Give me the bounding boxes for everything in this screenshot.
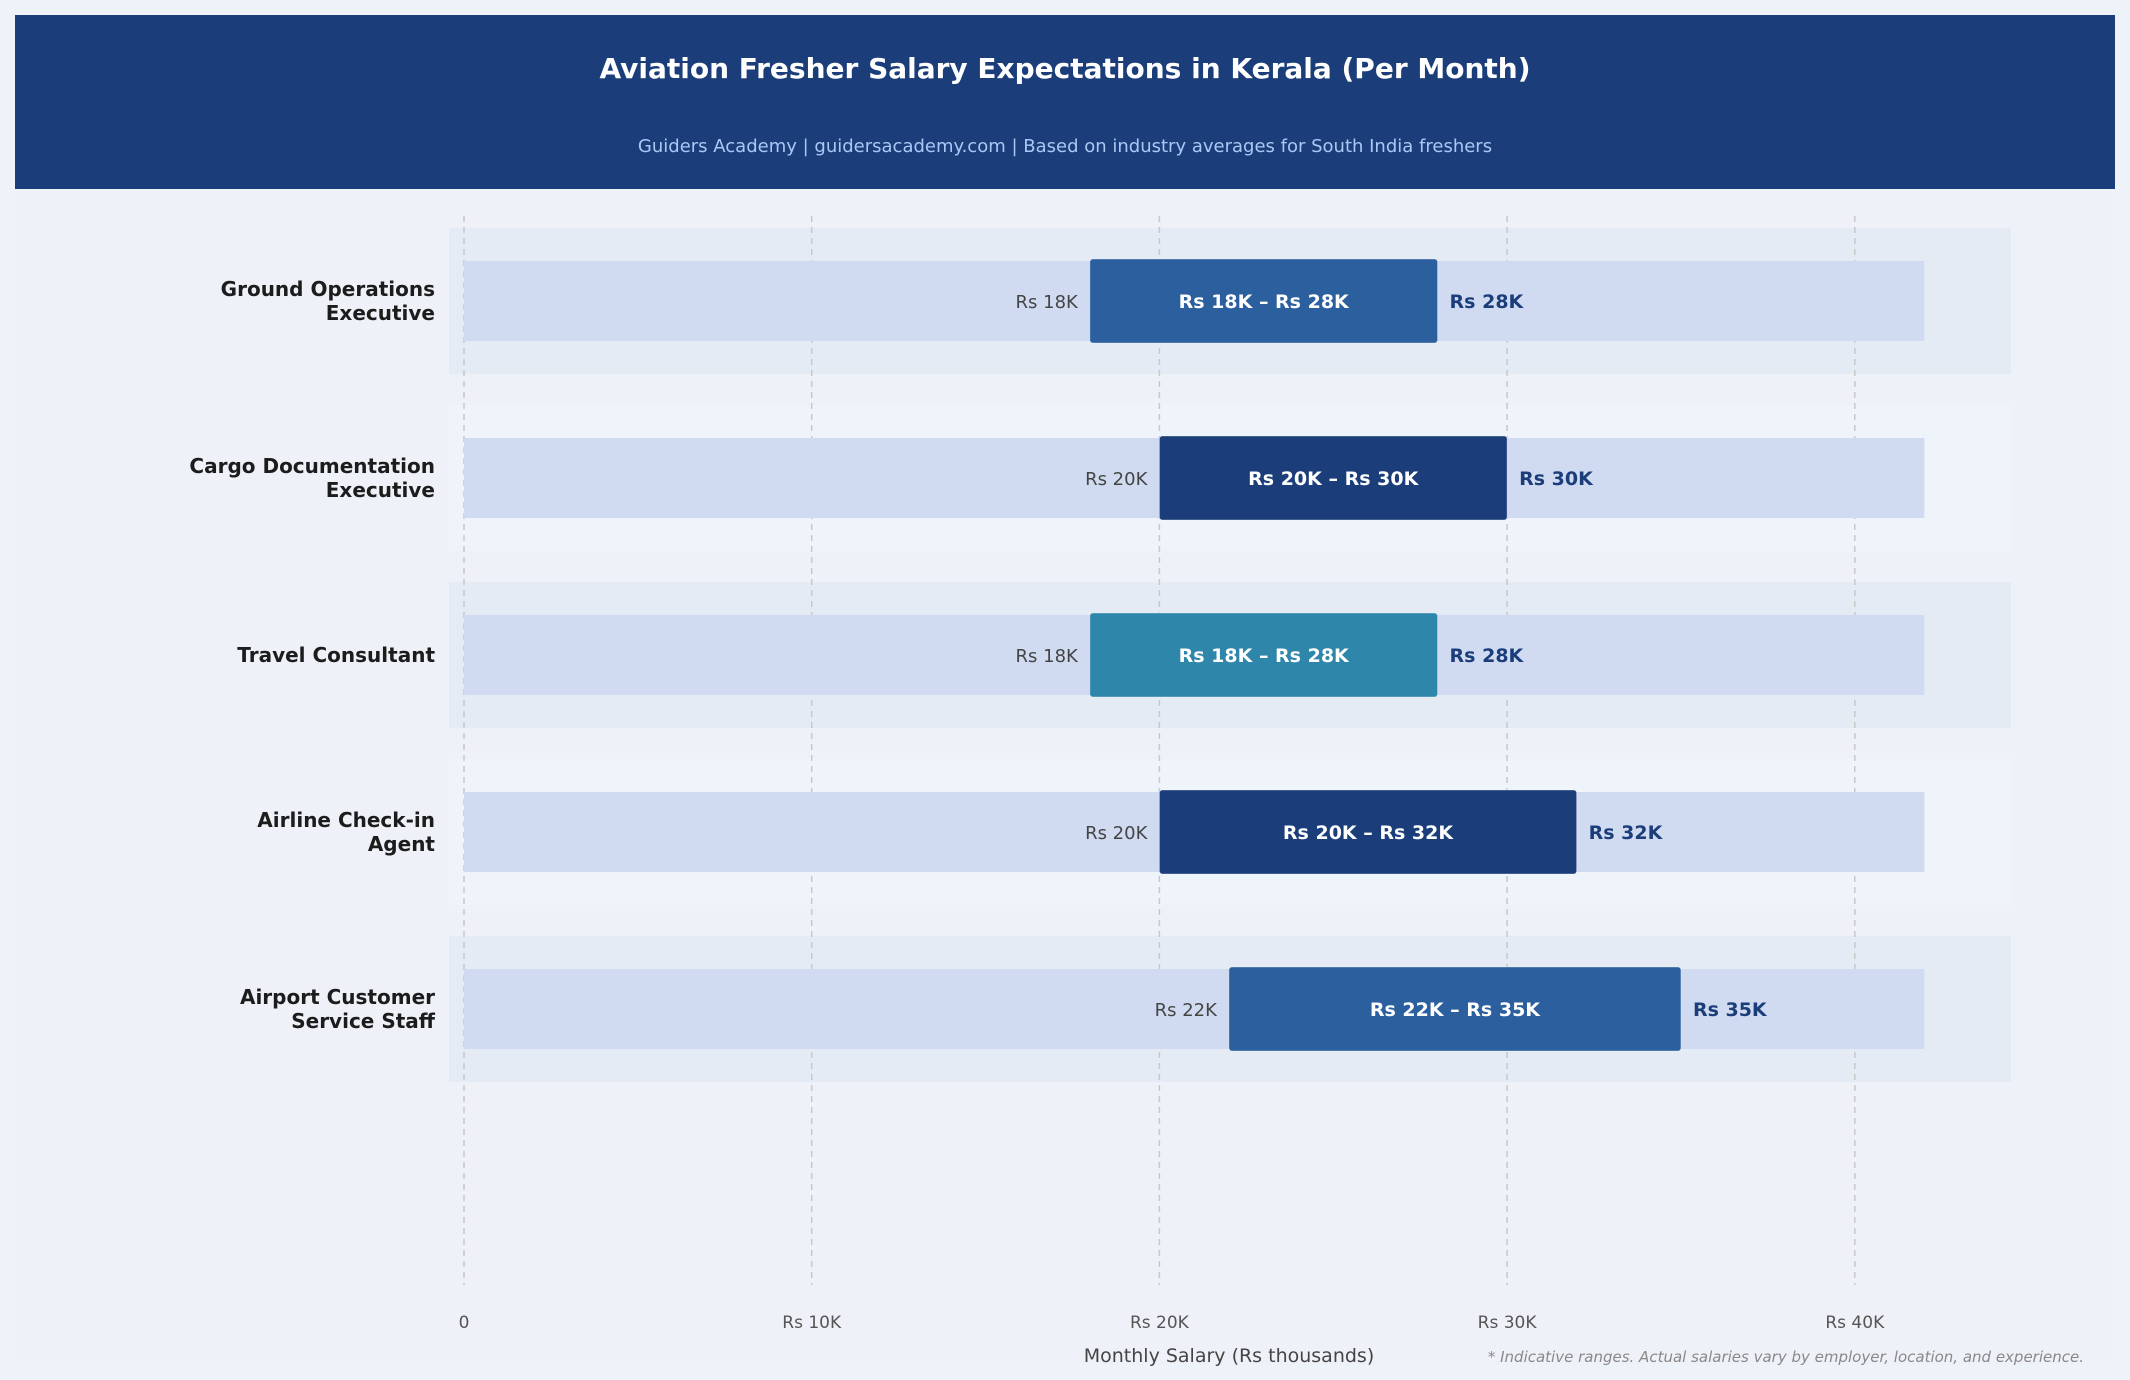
footnote: * Indicative ranges. Actual salaries var… bbox=[1488, 1348, 2084, 1366]
category-label: Travel Consultant bbox=[237, 643, 435, 667]
range-label: Rs 20K – Rs 32K bbox=[1283, 822, 1454, 844]
x-axis-label: Monthly Salary (Rs thousands) bbox=[1084, 1345, 1375, 1367]
low-salary-label: Rs 22K bbox=[1155, 1000, 1219, 1021]
x-tick-label: Rs 20K bbox=[1130, 1313, 1190, 1333]
x-tick-label: Rs 10K bbox=[782, 1313, 842, 1333]
category-label: Airport Customer Service Staff bbox=[240, 985, 436, 1033]
chart-title: Aviation Fresher Salary Expectations in … bbox=[599, 52, 1531, 85]
category-label: Ground Operations Executive bbox=[221, 277, 435, 325]
salary-range-bar bbox=[1158, 789, 1578, 875]
x-tick-label: Rs 30K bbox=[1478, 1313, 1538, 1333]
range-label: Rs 22K – Rs 35K bbox=[1370, 999, 1541, 1021]
salary-range-bar bbox=[1089, 258, 1439, 344]
low-salary-label: Rs 18K bbox=[1016, 646, 1080, 667]
chart-header bbox=[15, 15, 2115, 189]
x-tick-label: Rs 40K bbox=[1825, 1313, 1885, 1333]
high-salary-label: Rs 28K bbox=[1450, 645, 1525, 667]
category-label: Airline Check-in Agent bbox=[257, 808, 435, 856]
low-salary-label: Rs 18K bbox=[1016, 292, 1080, 313]
high-salary-label: Rs 32K bbox=[1589, 822, 1664, 844]
high-salary-label: Rs 28K bbox=[1450, 291, 1525, 313]
range-label: Rs 18K – Rs 28K bbox=[1179, 291, 1350, 313]
high-salary-label: Rs 30K bbox=[1519, 468, 1594, 490]
low-salary-label: Rs 20K bbox=[1085, 469, 1149, 490]
chart-subtitle: Guiders Academy | guidersacademy.com | B… bbox=[637, 136, 1493, 157]
salary-range-bar bbox=[1228, 966, 1682, 1052]
salary-range-bar bbox=[1089, 612, 1439, 698]
low-salary-label: Rs 20K bbox=[1085, 823, 1149, 844]
salary-range-bar bbox=[1158, 435, 1508, 521]
x-tick-label: 0 bbox=[459, 1313, 470, 1333]
range-label: Rs 18K – Rs 28K bbox=[1179, 645, 1350, 667]
category-label: Cargo Documentation Executive bbox=[189, 454, 435, 502]
range-label: Rs 20K – Rs 30K bbox=[1248, 468, 1419, 490]
high-salary-label: Rs 35K bbox=[1693, 999, 1768, 1021]
